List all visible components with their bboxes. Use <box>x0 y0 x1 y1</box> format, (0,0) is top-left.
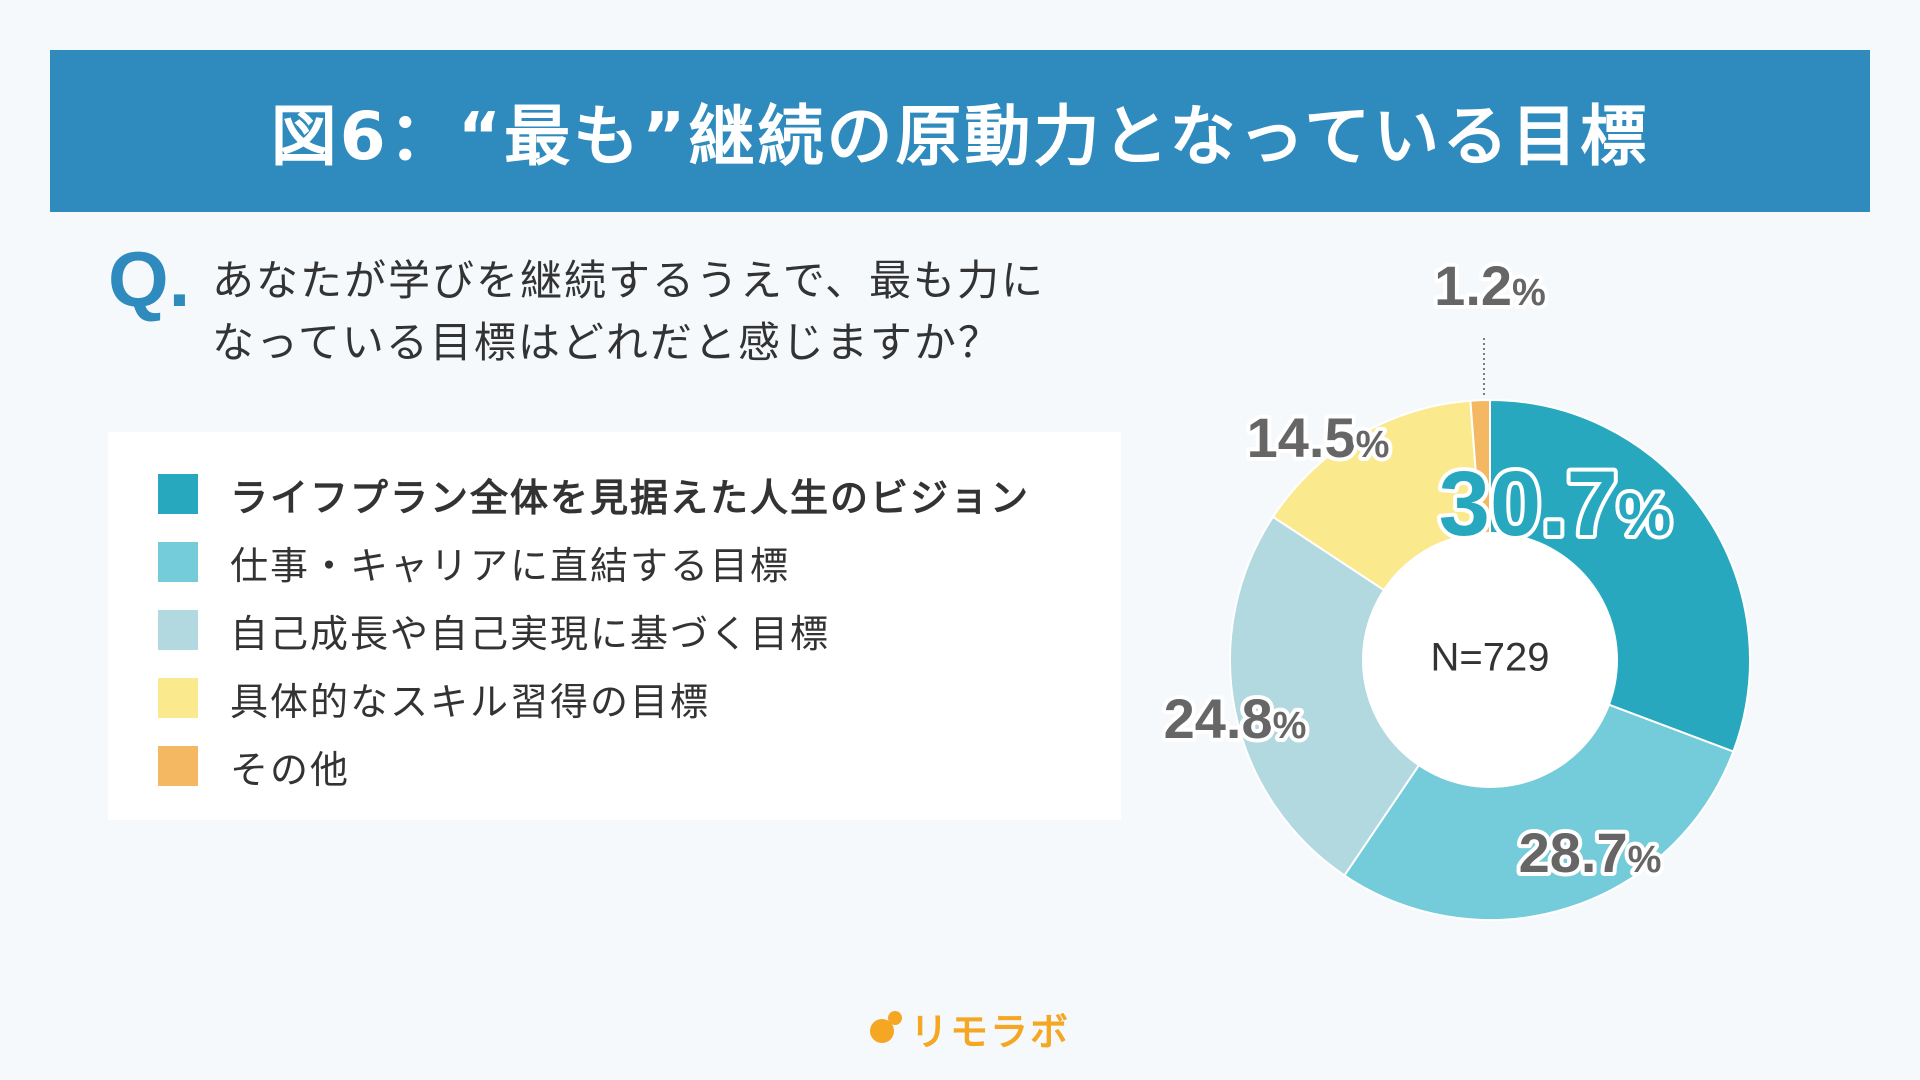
legend: ライフプラン全体を見据えた人生のビジョン 仕事・キャリアに直結する目標 自己成長… <box>108 432 1121 820</box>
data-label-career: 28.7% <box>1519 821 1662 884</box>
logo-text: リモラボ <box>910 1009 1071 1054</box>
data-label-vision: 30.7% <box>1439 453 1671 555</box>
sample-size-label: N=729 <box>1431 636 1550 680</box>
question-text: あなたが学びを継続するうえで、最も力に なっている目標はどれだと感じますか？ <box>212 250 1112 374</box>
question-mark: Q. <box>108 235 191 323</box>
legend-item-career: 仕事・キャリアに直結する目標 <box>158 540 790 588</box>
donut-slices <box>1229 398 1752 921</box>
question-line-1: あなたが学びを継続するうえで、最も力に <box>212 256 1046 305</box>
legend-label: その他 <box>230 747 351 792</box>
slice-growth <box>1229 515 1492 877</box>
title-bar: 図6：“最も”継続の原動力となっている目標 <box>50 50 1870 212</box>
legend-swatch <box>158 678 198 718</box>
legend-swatch <box>158 542 198 582</box>
chart-title: 図6：“最も”継続の原動力となっている目標 <box>270 98 1650 175</box>
data-label-growth: 24.8% <box>1164 687 1307 750</box>
legend-label: 仕事・キャリアに直結する目標 <box>230 543 791 588</box>
logo-dots-icon <box>870 1011 904 1045</box>
legend-item-vision: ライフプラン全体を見据えた人生のビジョン <box>158 472 1030 520</box>
legend-swatch <box>158 474 198 514</box>
data-label-skill: 14.5% <box>1247 406 1390 469</box>
legend-label: 自己成長や自己実現に基づく目標 <box>230 611 831 656</box>
brand-logo: リモラボ <box>870 1003 1071 1054</box>
legend-item-skill: 具体的なスキル習得の目標 <box>158 676 710 724</box>
data-label-other: 1.2% <box>1434 254 1546 317</box>
slice-career <box>1343 658 1735 921</box>
legend-swatch <box>158 610 198 650</box>
legend-label: 具体的なスキル習得の目標 <box>230 679 711 724</box>
legend-label: ライフプラン全体を見据えた人生のビジョン <box>230 475 1031 520</box>
legend-item-other: その他 <box>158 744 350 792</box>
legend-item-growth: 自己成長や自己実現に基づく目標 <box>158 608 830 656</box>
donut-hole <box>1362 532 1618 788</box>
question-line-2: なっている目標はどれだと感じますか？ <box>212 318 1002 367</box>
legend-swatch <box>158 746 198 786</box>
